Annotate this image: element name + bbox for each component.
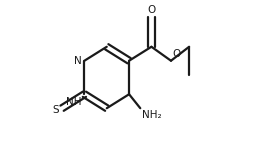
Text: O: O — [172, 49, 181, 59]
Text: O: O — [147, 5, 155, 15]
Text: NH: NH — [66, 97, 82, 107]
Text: S: S — [53, 105, 59, 115]
Text: N: N — [74, 56, 82, 66]
Text: NH₂: NH₂ — [142, 110, 161, 120]
